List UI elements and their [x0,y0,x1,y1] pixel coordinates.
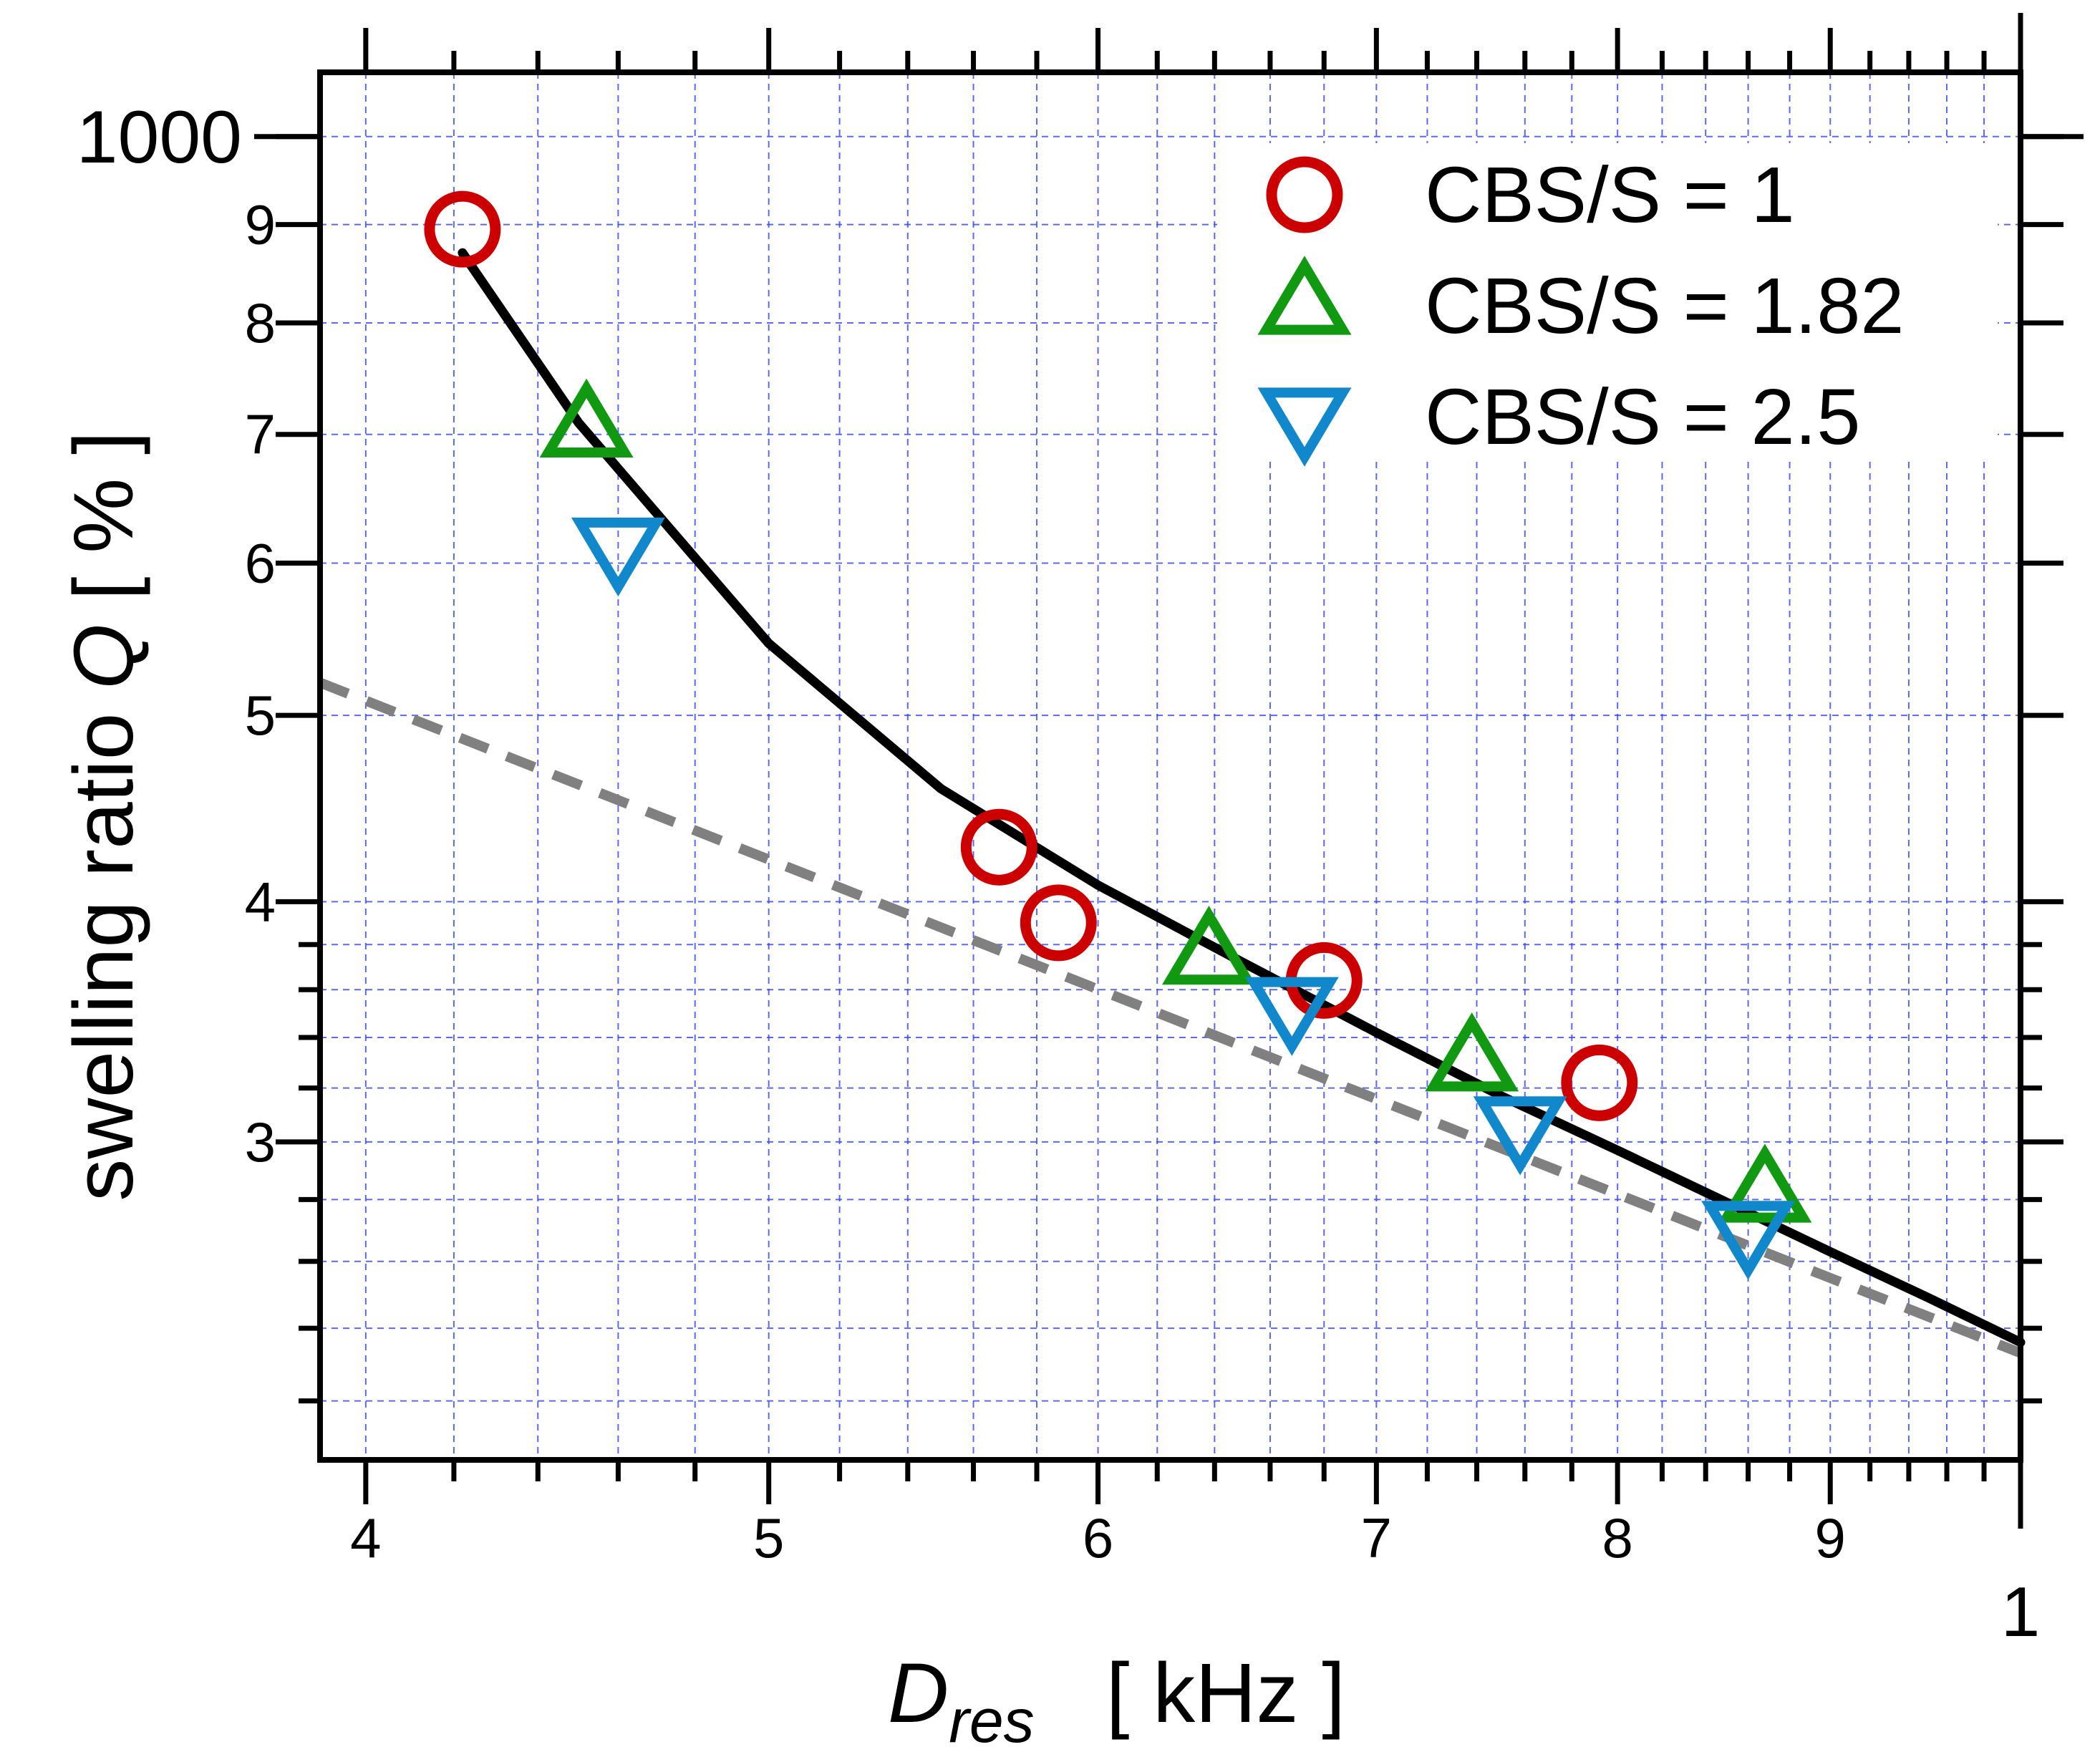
y-axis-label-unit: [ % ] [57,431,151,624]
legend: CBS/S = 1 CBS/S = 1.82 CBS/S = 2.5 [1217,143,1998,467]
x-axis-label-sub: res [949,1687,1034,1747]
data-point-circle [1561,1044,1638,1121]
legend-label: CBS/S = 2.5 [1425,373,1860,461]
y-tick-label: 5 [245,684,276,747]
data-point-triangle-up [1161,905,1256,985]
y-axis-label-main: swelling ratio [57,689,151,1201]
x-tick-label: 5 [753,1506,784,1569]
data-point-circle [424,190,501,268]
legend-marker-triangle-down [1257,387,1352,467]
data-point-triangle-down [1701,1201,1796,1280]
fit-line-dashed [318,677,2023,1358]
data-point-triangle-up [1425,1012,1519,1092]
data-points [424,190,1812,1280]
x-tick-label: 6 [1083,1506,1113,1569]
data-point-triangle-down [1244,977,1339,1056]
legend-marker-circle [1266,156,1343,233]
y-tick-label: 3 [245,1110,276,1173]
data-point-triangle-up [1718,1143,1812,1223]
fit-lines [318,248,2026,1358]
x-tick-label-end: 1 [2001,1572,2041,1651]
axis-ticks [254,13,2084,1529]
x-tick-label: 9 [1815,1506,1846,1569]
x-axis-label-main: D [888,1646,949,1741]
y-axis-label-italic: Q [57,624,151,689]
y-tick-label: 1000 [77,96,242,179]
y-tick-label: 7 [245,403,276,466]
x-tick-label: 7 [1361,1506,1392,1569]
y-tick-label: 9 [245,193,276,256]
data-point-triangle-down [571,517,665,597]
data-point-triangle-down [1473,1096,1567,1176]
y-tick-label: 8 [245,291,276,354]
data-point-circle [1020,884,1097,962]
legend-marker-triangle-up [1257,256,1352,335]
y-tick-label: 4 [245,870,276,933]
x-axis-label-unit: [ kHz ] [1106,1646,1345,1741]
legend-background [1217,143,1998,458]
y-axis-label: swelling ratio Q [ % ] [57,431,151,1201]
x-tick-label: 4 [350,1506,381,1569]
data-point-triangle-up [539,378,634,458]
y-tick-label: 6 [245,532,276,595]
legend-label: CBS/S = 1.82 [1425,262,1905,350]
plot-frame [317,69,2023,1463]
fit-line-solid [458,248,2026,1347]
data-point-circle [960,808,1037,886]
x-tick-label: 8 [1602,1506,1632,1569]
x-axis-label: Dres [ kHz ] [888,1646,1345,1747]
legend-label: CBS/S = 1 [1425,151,1795,239]
